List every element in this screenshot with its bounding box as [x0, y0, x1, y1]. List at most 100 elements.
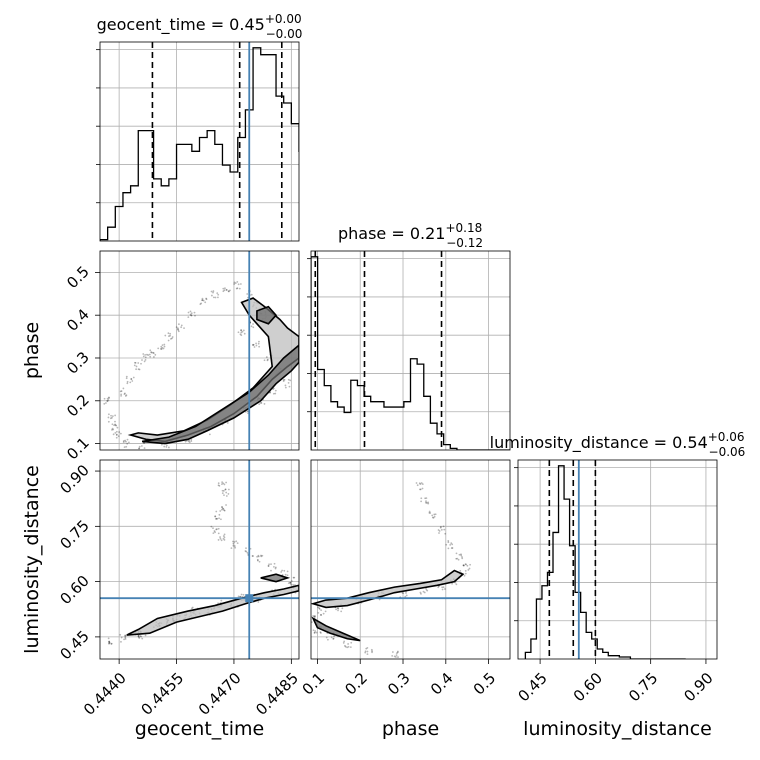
sample-point — [397, 650, 399, 653]
sample-point — [227, 488, 230, 491]
sample-point — [450, 542, 453, 545]
sample-point — [431, 516, 434, 519]
sample-point — [219, 537, 222, 540]
sample-point — [287, 381, 290, 384]
sample-point — [451, 582, 454, 585]
sample-point — [455, 557, 458, 560]
sample-point — [161, 344, 164, 347]
sample-point — [239, 595, 242, 598]
panel-frame — [99, 41, 300, 242]
sample-point — [257, 555, 260, 558]
sample-point — [190, 312, 193, 315]
sample-point — [437, 529, 440, 531]
sample-point — [125, 394, 128, 397]
sample-point — [137, 635, 140, 637]
sample-point — [242, 329, 245, 332]
sample-point — [103, 402, 106, 405]
sample-point — [309, 616, 311, 618]
sample-point — [160, 443, 163, 446]
sample-point — [444, 532, 447, 535]
sample-point — [455, 552, 458, 555]
x-axis-label-phase: phase — [382, 718, 439, 740]
sample-point — [154, 353, 157, 356]
sample-point — [292, 583, 294, 586]
panel-frame — [99, 250, 300, 451]
sample-point — [148, 353, 151, 356]
sample-point — [267, 565, 270, 567]
sample-point — [144, 359, 147, 361]
sample-point — [286, 570, 289, 573]
sample-point — [447, 541, 450, 544]
sample-point — [233, 545, 236, 547]
sample-point — [123, 393, 126, 396]
sample-point — [224, 488, 227, 491]
y-tick-label: 0.45 — [56, 627, 92, 663]
sample-point — [333, 635, 335, 638]
sample-point — [122, 387, 125, 390]
sample-point — [344, 645, 347, 648]
sample-point — [272, 392, 275, 395]
sample-point — [221, 508, 223, 511]
sample-point — [434, 513, 437, 516]
sample-point — [114, 432, 117, 434]
sample-point — [257, 601, 260, 603]
sample-point — [232, 544, 235, 547]
density-fill — [126, 585, 299, 636]
sample-point — [240, 329, 242, 332]
y-axis-label-phase: phase — [21, 322, 43, 379]
sample-point — [140, 362, 142, 365]
sample-point — [229, 289, 231, 292]
panel-frame — [517, 459, 718, 660]
sample-point — [293, 576, 296, 579]
sample-point — [221, 483, 223, 486]
sample-point — [263, 359, 266, 362]
sample-point — [416, 484, 419, 487]
truth-marker — [245, 594, 254, 603]
sample-point — [169, 337, 172, 340]
sample-point — [137, 635, 140, 637]
sample-point — [236, 281, 239, 283]
sample-point — [258, 560, 261, 563]
sample-point — [141, 637, 144, 640]
sample-point — [440, 525, 442, 528]
sample-point — [260, 555, 263, 558]
sample-point — [313, 615, 316, 618]
sample-point — [221, 492, 224, 495]
sample-point — [314, 615, 316, 617]
sample-point — [246, 551, 249, 554]
sample-point — [109, 417, 112, 420]
sample-point — [273, 565, 275, 568]
sample-point — [204, 301, 207, 304]
sample-point — [469, 563, 472, 566]
hist-panel-phase: phase = 0.21+0.18 −0.12 — [307, 221, 511, 451]
sample-point — [241, 330, 244, 333]
sample-point — [286, 574, 289, 577]
hist-panel-geocent_time: geocent_time = 0.45+0.00 −0.00 — [96, 12, 302, 242]
sample-point — [232, 542, 235, 545]
sample-point — [371, 650, 373, 653]
x-tick-label: 0.1 — [299, 669, 329, 699]
sample-point — [127, 441, 130, 444]
sample-point — [210, 525, 213, 528]
sample-point — [152, 352, 155, 354]
sample-point — [467, 569, 470, 571]
sample-point — [108, 396, 110, 399]
sample-point — [169, 334, 172, 337]
sample-point — [187, 440, 190, 443]
sample-point — [268, 563, 270, 566]
sample-point — [114, 414, 117, 417]
sample-point — [135, 365, 138, 368]
sample-point — [220, 518, 222, 521]
sample-point — [191, 606, 194, 609]
sample-point — [349, 646, 352, 649]
sample-point — [149, 355, 152, 358]
hist-panel-luminosity_distance: luminosity_distance = 0.54+0.06 −0.06 — [490, 430, 745, 660]
sample-point — [222, 507, 224, 510]
sample-point — [223, 536, 226, 539]
y-axis-label-luminosity_distance: luminosity_distance — [21, 465, 43, 654]
x-axis-label-geocent_time: geocent_time — [135, 718, 264, 740]
sample-point — [459, 569, 462, 572]
sample-point — [167, 332, 170, 335]
sample-point — [160, 348, 163, 350]
sample-point — [236, 542, 239, 545]
